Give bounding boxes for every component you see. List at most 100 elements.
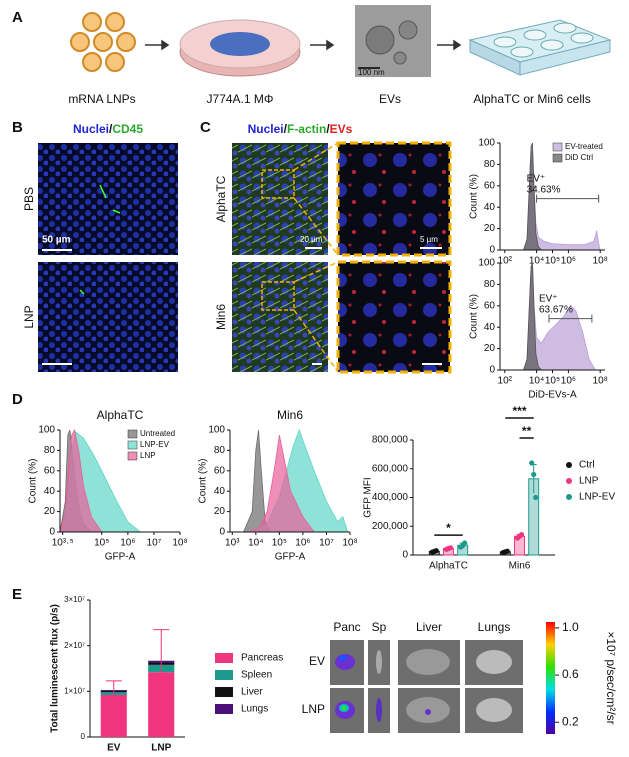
y-tick-label: 1×10⁷ <box>64 686 85 695</box>
title-part: CD45 <box>112 122 143 136</box>
gate-label: EV⁺ <box>527 173 546 184</box>
row-label: EV <box>309 654 325 668</box>
scale-label: 100 nm <box>358 68 385 77</box>
colorbar-label: ×10⁷ p/sec/cm²/sr <box>604 631 618 724</box>
gate-percent: 34.63% <box>527 184 561 195</box>
x-tick-label: 10³ <box>225 538 240 549</box>
y-tick-label: 200,000 <box>372 521 409 532</box>
micrograph <box>38 262 178 372</box>
title-part: Nuclei <box>73 122 109 136</box>
histogram <box>522 262 543 371</box>
y-tick-label: 2×10⁷ <box>64 641 85 650</box>
error-bar <box>105 680 122 700</box>
legend-swatch <box>215 653 233 663</box>
x-tick-label: 10⁴ <box>248 538 263 549</box>
x-tick-label: 10⁵ <box>94 538 109 549</box>
error-bar <box>153 629 170 693</box>
x-tick-label: 10² <box>498 256 513 267</box>
row-label: Min6 <box>214 304 228 330</box>
title-part: Nuclei <box>248 122 284 136</box>
y-tick-label: 0 <box>489 245 495 256</box>
y-tick-label: 40 <box>214 486 226 497</box>
x-tick-label: 10⁶ <box>120 538 135 549</box>
legend-swatch <box>552 153 563 163</box>
legend-label: Ctrl <box>579 460 595 471</box>
y-tick-label: 60 <box>44 465 56 476</box>
legend-swatch <box>127 451 138 461</box>
x-tick-label: 10⁶ <box>295 538 310 549</box>
legend-swatch <box>127 429 138 439</box>
step-label: J774A.1 MΦ <box>207 92 274 106</box>
legend-label: LNP <box>579 476 599 487</box>
micrograph-zoom <box>336 141 452 257</box>
column-label: Liver <box>416 620 442 634</box>
step-label: mRNA LNPs <box>68 92 135 106</box>
y-tick-label: 60 <box>214 465 226 476</box>
y-tick-label: 60 <box>484 180 496 191</box>
y-tick-label: 80 <box>214 445 226 456</box>
data-point <box>533 494 539 501</box>
y-tick-label: 80 <box>44 445 56 456</box>
petri-dish <box>179 19 301 77</box>
data-point <box>504 548 510 554</box>
y-tick-label: 40 <box>484 202 496 213</box>
colorbar-tick-label: 1.0 <box>562 620 579 634</box>
title-part: / <box>284 122 288 136</box>
panel-label: C <box>200 119 211 136</box>
x-tick-label: 10⁸ <box>593 376 608 387</box>
row-label: AlphaTC <box>214 175 228 222</box>
scale-label: 50 µm <box>42 235 71 246</box>
legend-label: EV-treated <box>565 142 603 151</box>
title-part: / <box>109 122 113 136</box>
significance-label: ** <box>522 424 532 438</box>
lnp-icon <box>70 12 136 72</box>
legend-swatch <box>215 687 233 697</box>
scale-label: 5 µm <box>420 235 438 244</box>
panel-label: D <box>12 391 23 408</box>
x-tick-label: 10⁴ <box>529 256 544 267</box>
y-tick-label: 0 <box>402 550 408 561</box>
y-tick-label: 40 <box>484 322 496 333</box>
micrograph <box>232 262 328 372</box>
y-tick-label: 600,000 <box>372 463 409 474</box>
legend-label: LNP-EV <box>579 492 615 503</box>
title-part: F-actin <box>287 122 326 136</box>
legend-swatch <box>215 704 233 714</box>
panel-label: E <box>12 586 22 603</box>
bar-segment <box>100 694 127 737</box>
y-axis-label: Count (%) <box>469 174 480 219</box>
y-axis-label: Total luminescent flux (p/s) <box>50 604 61 733</box>
legend-marker <box>566 494 572 500</box>
y-tick-label: 800,000 <box>372 435 409 446</box>
title-part: EVs <box>330 122 353 136</box>
row-label: PBS <box>22 187 36 211</box>
y-axis-label: Count (%) <box>28 458 39 503</box>
y-tick-label: 60 <box>484 300 496 311</box>
significance-label: * <box>446 521 451 535</box>
step-label: AlphaTC or Min6 cells <box>473 92 590 106</box>
y-tick-label: 20 <box>44 506 56 517</box>
x-tick-label: 10⁶ <box>561 256 576 267</box>
x-tick-label: 10⁸ <box>593 256 608 267</box>
x-tick-label: 10³·⁵ <box>52 538 74 549</box>
data-point <box>447 545 454 551</box>
legend-label: DiD Ctrl <box>565 153 593 162</box>
y-axis-label: Count (%) <box>469 294 480 339</box>
panel-label: A <box>12 9 23 26</box>
column-label: Lungs <box>478 620 511 634</box>
y-axis-label: GFP MFI <box>363 477 374 517</box>
zoom-line <box>293 142 339 373</box>
data-point <box>529 460 535 466</box>
y-tick-label: 100 <box>208 425 225 436</box>
y-tick-label: 80 <box>484 279 496 290</box>
x-tick-label: 10⁸ <box>342 538 357 549</box>
x-tick-label: 10⁶ <box>561 376 576 387</box>
x-axis-label: GFP-A <box>105 552 136 563</box>
y-tick-label: 20 <box>484 223 496 234</box>
x-axis-label: GFP-A <box>275 552 306 563</box>
x-tick-label: 10² <box>498 376 513 387</box>
x-tick-label: 10⁷ <box>319 538 334 549</box>
significance-label: *** <box>512 404 526 418</box>
chart-title: AlphaTC <box>97 408 144 422</box>
